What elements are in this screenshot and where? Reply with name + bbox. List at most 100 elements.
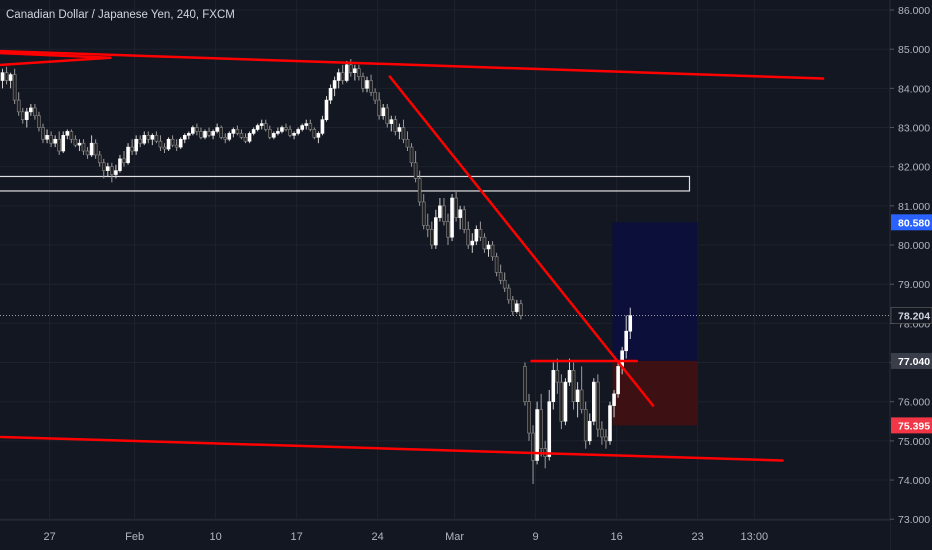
- candle-body: [373, 91, 377, 101]
- candle-body: [486, 244, 491, 250]
- candle-body: [122, 158, 126, 164]
- candle: [272, 131, 276, 140]
- candle-body: [29, 107, 33, 113]
- candle-body: [45, 135, 49, 140]
- candle-body: [478, 229, 483, 238]
- candle-body: [462, 209, 467, 230]
- candle-body: [243, 137, 248, 142]
- candle: [231, 127, 236, 138]
- pennant-line-2[interactable]: [0, 56, 112, 67]
- candle-body: [0, 72, 5, 81]
- candle-body: [8, 74, 13, 81]
- candle-body: [300, 125, 305, 130]
- candle-body: [474, 229, 479, 242]
- candle-body: [389, 119, 394, 124]
- candle: [462, 205, 467, 234]
- descending-trendline[interactable]: [388, 75, 655, 407]
- pennant-line-1[interactable]: [0, 51, 112, 60]
- lower-trendline[interactable]: [0, 435, 784, 462]
- candle: [531, 425, 535, 484]
- candle-body: [324, 99, 329, 120]
- candle-body: [340, 72, 345, 81]
- price-tick-label: 82.000: [898, 162, 930, 174]
- trend-drawings[interactable]: [0, 49, 890, 462]
- candle: [519, 299, 523, 320]
- time-tick-label: 23: [691, 531, 703, 543]
- candle: [29, 104, 33, 116]
- price-badge-target: 80.580: [891, 214, 932, 231]
- candle-body: [203, 131, 207, 138]
- candle: [502, 272, 507, 293]
- candle-body: [381, 107, 386, 117]
- candle: [130, 139, 134, 155]
- candle-body: [162, 146, 167, 150]
- upper-trendline[interactable]: [0, 49, 825, 80]
- candle: [421, 194, 426, 230]
- candle: [191, 125, 195, 136]
- candle: [596, 374, 600, 437]
- candle: [284, 123, 288, 132]
- candle: [158, 135, 163, 152]
- candle: [211, 129, 215, 140]
- candle-body: [583, 409, 588, 442]
- support-zone-box[interactable]: [0, 175, 691, 192]
- candle: [324, 96, 329, 122]
- candle-body: [199, 131, 203, 138]
- candle: [498, 264, 503, 285]
- candle-body: [178, 138, 183, 148]
- candle-body: [126, 146, 130, 164]
- candle: [93, 139, 98, 159]
- candle: [600, 421, 604, 445]
- candle: [458, 205, 462, 230]
- candle: [178, 137, 183, 150]
- candle: [53, 135, 57, 148]
- symbol-title: Canadian Dollar / Japanese Yen, 240, FXC…: [6, 9, 235, 21]
- candle-body: [539, 409, 543, 450]
- candle-body: [344, 64, 349, 81]
- candle: [73, 135, 78, 148]
- candle-body: [328, 88, 333, 101]
- candle: [0, 68, 5, 89]
- candle: [41, 123, 45, 144]
- candle-body: [215, 127, 219, 132]
- price-tick-label: 81.000: [898, 201, 930, 213]
- candle: [37, 111, 41, 132]
- candle-body: [515, 303, 519, 312]
- candle: [413, 151, 418, 183]
- candle-body: [454, 197, 458, 218]
- candle-body: [259, 123, 264, 126]
- candle: [486, 241, 491, 257]
- candle: [8, 72, 13, 89]
- candle-body: [134, 138, 138, 152]
- candle-body: [336, 72, 341, 81]
- candle-body: [247, 133, 252, 142]
- candle: [110, 162, 114, 183]
- candle-body: [567, 370, 572, 383]
- candle: [357, 64, 361, 81]
- candle: [65, 129, 70, 140]
- candle-body: [357, 68, 361, 77]
- candle: [523, 362, 527, 406]
- price-badge-entry: 77.040: [891, 352, 932, 369]
- candle-body: [490, 244, 495, 258]
- candle-body: [498, 272, 503, 281]
- candle-body: [85, 150, 90, 156]
- candle-body: [20, 111, 25, 120]
- candle-body: [579, 389, 584, 410]
- candle-body: [219, 127, 223, 138]
- candle: [559, 374, 564, 430]
- candle: [33, 104, 37, 120]
- candle: [45, 129, 49, 144]
- candle-body: [600, 428, 604, 438]
- candle-body: [596, 381, 600, 430]
- candle: [207, 127, 211, 138]
- price-badge-text: 78.204: [898, 310, 930, 322]
- candle: [300, 123, 305, 132]
- candles: [0, 58, 633, 484]
- candle: [527, 393, 531, 441]
- candle: [170, 135, 175, 148]
- candle-body: [114, 170, 118, 175]
- candle: [328, 84, 333, 105]
